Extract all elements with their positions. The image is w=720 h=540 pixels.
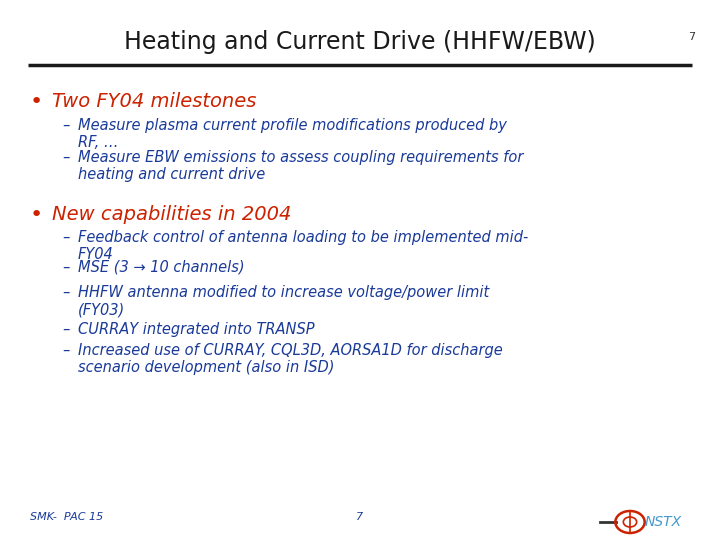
Text: Measure plasma current profile modifications produced by
RF, …: Measure plasma current profile modificat… xyxy=(78,118,507,151)
Text: 7: 7 xyxy=(688,32,695,42)
Text: MSE (3 → 10 channels): MSE (3 → 10 channels) xyxy=(78,260,245,275)
Text: SMK-  PAC 15: SMK- PAC 15 xyxy=(30,512,103,522)
Text: New capabilities in 2004: New capabilities in 2004 xyxy=(52,205,292,224)
Text: –: – xyxy=(62,343,69,358)
Text: –: – xyxy=(62,260,69,275)
Text: •: • xyxy=(30,205,43,225)
Text: Increased use of CURRAY, CQL3D, AORSA1D for discharge
scenario development (also: Increased use of CURRAY, CQL3D, AORSA1D … xyxy=(78,343,503,375)
Text: HHFW antenna modified to increase voltage/power limit
(FY03): HHFW antenna modified to increase voltag… xyxy=(78,285,490,318)
Text: Measure EBW emissions to assess coupling requirements for
heating and current dr: Measure EBW emissions to assess coupling… xyxy=(78,150,523,183)
Text: Feedback control of antenna loading to be implemented mid-
FY04: Feedback control of antenna loading to b… xyxy=(78,230,528,262)
Text: 7: 7 xyxy=(356,512,364,522)
Text: –: – xyxy=(62,230,69,245)
Text: –: – xyxy=(62,322,69,337)
Text: –: – xyxy=(62,118,69,133)
Text: Two FY04 milestones: Two FY04 milestones xyxy=(52,92,256,111)
Text: –: – xyxy=(62,150,69,165)
Text: –: – xyxy=(62,285,69,300)
Text: CURRAY integrated into TRANSP: CURRAY integrated into TRANSP xyxy=(78,322,315,337)
Text: NSTX: NSTX xyxy=(645,515,682,529)
Text: Heating and Current Drive (HHFW/EBW): Heating and Current Drive (HHFW/EBW) xyxy=(124,30,596,54)
Text: •: • xyxy=(30,92,43,112)
